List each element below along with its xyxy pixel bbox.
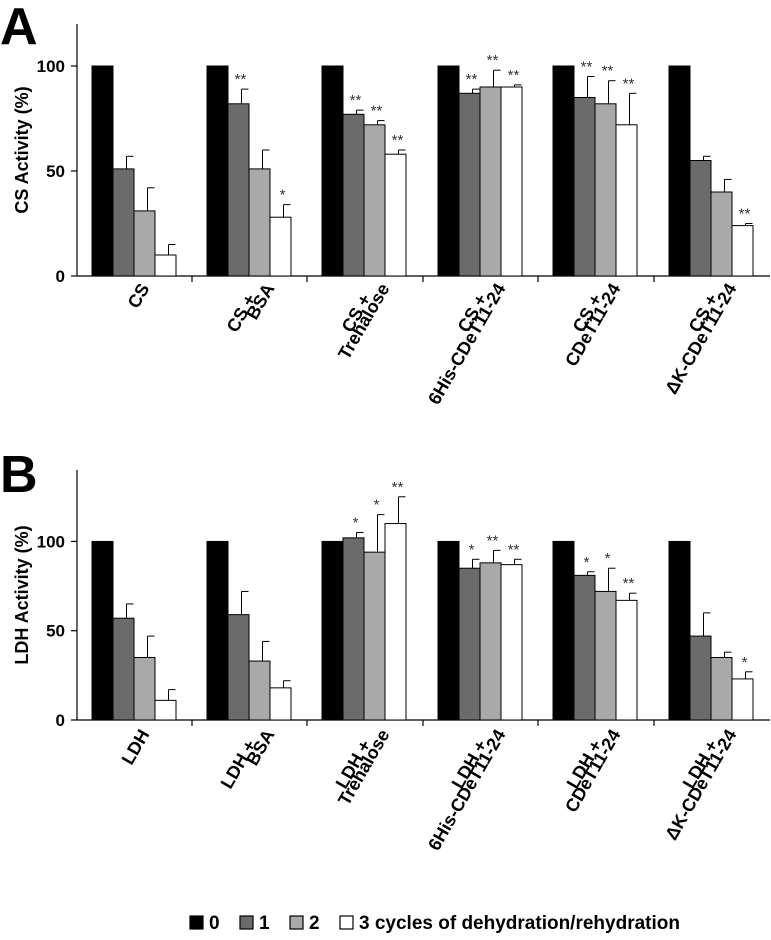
panel-b-bar-series-0 bbox=[552, 540, 575, 721]
panel-b-bar-series-0 bbox=[668, 540, 691, 721]
panel-b-y-tick-label: 100 bbox=[37, 532, 65, 551]
panel-a-bar-series-0 bbox=[437, 65, 460, 277]
panel-b-bar-series-3 bbox=[731, 678, 754, 721]
panel-b-bar-series-2 bbox=[248, 660, 271, 721]
panel-b-bar-series-0 bbox=[91, 540, 114, 721]
panel-a-significance-mark: ** bbox=[739, 206, 751, 223]
panel-b-bar-series-1 bbox=[112, 617, 135, 721]
panel-b-bar-series-3 bbox=[269, 687, 292, 721]
panel-b-y-tick-label: 0 bbox=[56, 711, 65, 730]
panel-a-significance-mark: ** bbox=[602, 63, 614, 80]
panel-b-y-axis-label: LDH Activity (%) bbox=[12, 525, 32, 664]
panel-a-significance-mark: ** bbox=[508, 67, 520, 84]
panel-a-bar-series-2 bbox=[710, 191, 733, 277]
panel-a-bar-series-0 bbox=[552, 65, 575, 277]
panel-b-bar-series-1 bbox=[342, 537, 365, 721]
legend-label: 2 bbox=[309, 913, 320, 934]
legend-swatch-0 bbox=[189, 915, 204, 930]
panel-b-y-tick-label: 50 bbox=[46, 622, 65, 641]
panel-b-bar-series-0 bbox=[321, 540, 344, 721]
panel-a-bar-series-1 bbox=[689, 160, 712, 277]
panel-b-bar-series-0 bbox=[437, 540, 460, 721]
panel-a-bar-series-2 bbox=[248, 168, 271, 277]
panel-a-bar-series-0 bbox=[321, 65, 344, 277]
legend-label: 1 bbox=[259, 913, 270, 934]
panel-a-bar-series-0 bbox=[668, 65, 691, 277]
panel-a-significance-mark: ** bbox=[392, 132, 404, 149]
panel-b-significance-mark: ** bbox=[623, 575, 635, 592]
panel-b-significance-mark: * bbox=[353, 515, 359, 532]
panel-b-bar-series-2 bbox=[133, 657, 156, 721]
panel-b-bar-series-3 bbox=[154, 699, 177, 721]
panel-b-significance-mark: ** bbox=[508, 541, 520, 558]
panel-a-bar-series-3 bbox=[500, 86, 523, 277]
panel-a-significance-mark: ** bbox=[466, 71, 478, 88]
panel-a-bar-series-1 bbox=[573, 97, 596, 277]
panel-b-letter: B bbox=[0, 446, 38, 504]
panel-a-bar-series-3 bbox=[269, 216, 292, 277]
panel-b-significance-mark: * bbox=[469, 541, 475, 558]
legend-swatch-1 bbox=[239, 915, 254, 930]
panel-b-significance-mark: * bbox=[374, 497, 380, 514]
panel-a-bar-series-1 bbox=[227, 103, 250, 277]
panel-a-y-tick-label: 100 bbox=[37, 57, 65, 76]
panel-a-significance-mark: ** bbox=[371, 103, 383, 120]
panel-b-bar-series-1 bbox=[227, 614, 250, 721]
panel-a-bar-series-0 bbox=[206, 65, 229, 277]
legend-swatch-2 bbox=[289, 915, 304, 930]
panel-a-bar-series-2 bbox=[479, 86, 502, 277]
legend-swatch-3 bbox=[339, 915, 354, 930]
panel-b-bar-series-2 bbox=[363, 551, 386, 721]
panel-a-bar-series-1 bbox=[458, 92, 481, 277]
panel-b-bar-series-2 bbox=[594, 590, 617, 721]
panel-b-bar-series-3 bbox=[500, 564, 523, 721]
panel-b-significance-mark: * bbox=[605, 550, 611, 567]
panel-b-category-label: LDH bbox=[118, 726, 154, 768]
panel-a-bar-series-1 bbox=[112, 168, 135, 277]
panel-b-bar-series-1 bbox=[573, 574, 596, 721]
panel-a-bar-series-2 bbox=[594, 103, 617, 277]
panel-a-bar-series-2 bbox=[363, 124, 386, 277]
panel-b-bar-series-2 bbox=[710, 657, 733, 721]
panel-b-category-label: 6His-CDeT11-24 bbox=[424, 726, 509, 854]
panel-b-bar-series-2 bbox=[479, 562, 502, 721]
panel-a-significance-mark: ** bbox=[235, 71, 247, 88]
panel-a-y-tick-label: 0 bbox=[56, 267, 65, 286]
panel-a-bar-series-3 bbox=[384, 153, 407, 277]
panel-a-significance-mark: ** bbox=[350, 92, 362, 109]
panel-a-significance-mark: ** bbox=[623, 75, 635, 92]
panel-b-significance-mark: ** bbox=[392, 479, 404, 496]
panel-a-y-axis-label: CS Activity (%) bbox=[12, 86, 32, 213]
legend-label: 0 bbox=[209, 913, 220, 934]
panel-b-bar-series-3 bbox=[384, 523, 407, 721]
panel-a-letter: A bbox=[0, 0, 38, 56]
panel-a-bar-series-1 bbox=[342, 113, 365, 277]
panel-a-bar-series-3 bbox=[154, 254, 177, 277]
panel-b-bar-series-3 bbox=[615, 599, 638, 721]
panel-a-significance-mark: ** bbox=[487, 52, 499, 69]
panel-a-y-tick-label: 50 bbox=[46, 162, 65, 181]
panel-b-significance-mark: * bbox=[742, 654, 748, 671]
panel-a-category-label: 6His-CDeT11-24 bbox=[424, 280, 509, 408]
panel-a-significance-mark: * bbox=[280, 187, 286, 204]
panel-b-significance-mark: * bbox=[584, 554, 590, 571]
panel-b-bar-series-1 bbox=[458, 567, 481, 721]
panel-a-bar-series-3 bbox=[731, 225, 754, 277]
panel-a-bar-series-3 bbox=[615, 124, 638, 277]
panel-a-significance-mark: ** bbox=[581, 59, 593, 76]
panel-a-category-label: CS bbox=[124, 280, 154, 312]
panel-a-bar-series-2 bbox=[133, 210, 156, 277]
panel-a-bar-series-0 bbox=[91, 65, 114, 277]
panel-b-significance-mark: ** bbox=[487, 532, 499, 549]
panel-b-bar-series-1 bbox=[689, 635, 712, 721]
legend-label: 3 cycles of dehydration/rehydration bbox=[359, 913, 680, 934]
panel-b-bar-series-0 bbox=[206, 540, 229, 721]
